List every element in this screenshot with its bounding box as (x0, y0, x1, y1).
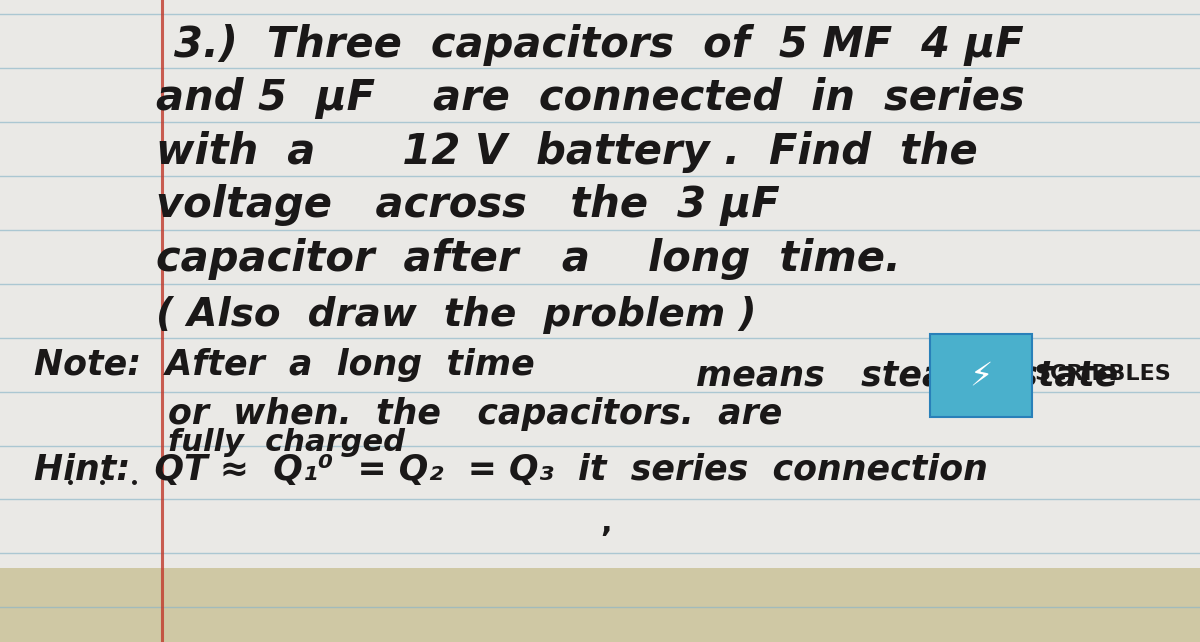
Text: ,: , (600, 508, 612, 538)
Text: with  a      12 V  battery .  Find  the: with a 12 V battery . Find the (156, 130, 978, 173)
Text: voltage   across   the  3 μF: voltage across the 3 μF (156, 184, 780, 227)
Text: Hint:  QT ≈  Q₁⁰  = Q₂  = Q₃  it  series  connection: Hint: QT ≈ Q₁⁰ = Q₂ = Q₃ it series conne… (34, 453, 988, 487)
Text: means   steady  state: means steady state (696, 359, 1118, 392)
FancyBboxPatch shape (930, 334, 1032, 417)
Text: SCRIBBLES: SCRIBBLES (1034, 363, 1171, 384)
Text: fully  charged: fully charged (168, 428, 406, 458)
Text: or  when.  the   capacitors.  are: or when. the capacitors. are (168, 397, 782, 431)
Text: 3.)  Three  capacitors  of  5 MF  4 μF: 3.) Three capacitors of 5 MF 4 μF (174, 24, 1024, 66)
Text: Note:  After  a  long  time: Note: After a long time (34, 348, 534, 381)
Text: ( Also  draw  the  problem ): ( Also draw the problem ) (156, 295, 756, 334)
Text: and 5  μF    are  connected  in  series: and 5 μF are connected in series (156, 76, 1025, 119)
FancyBboxPatch shape (0, 568, 1200, 642)
Text: ⚡: ⚡ (970, 359, 992, 392)
Text: capacitor  after   a    long  time.: capacitor after a long time. (156, 238, 901, 281)
